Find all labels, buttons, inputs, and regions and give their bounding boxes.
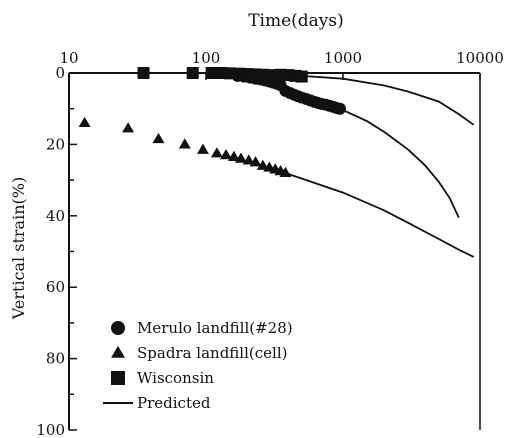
triangle-point xyxy=(220,148,233,160)
legend-label: Spadra landfill(cell) xyxy=(137,344,287,362)
predicted-line xyxy=(301,75,475,126)
x-tick-label: 10000 xyxy=(456,49,504,67)
triangle-point xyxy=(210,147,223,158)
triangle-point xyxy=(178,138,191,149)
x-tick-label: 100 xyxy=(192,49,221,67)
y-tick-label: 60 xyxy=(46,278,65,296)
triangle-point xyxy=(152,132,165,144)
x-tick-label: 10 xyxy=(59,49,78,67)
triangle-point xyxy=(227,150,240,161)
triangle-point xyxy=(196,143,209,154)
legend: Merulo landfill(#28) Spadra landfill(cell… xyxy=(103,319,293,412)
predicted-line xyxy=(285,172,475,258)
data-markers xyxy=(78,67,346,178)
triangle-point xyxy=(234,152,247,163)
legend-label: Predicted xyxy=(137,394,211,412)
circle-point xyxy=(333,102,346,115)
square-point xyxy=(295,70,308,83)
square-point xyxy=(249,68,262,81)
square-point xyxy=(224,67,237,80)
triangle-point xyxy=(249,156,262,167)
square-point xyxy=(265,69,278,82)
y-tick-label: 80 xyxy=(46,350,65,368)
axes xyxy=(68,72,481,430)
y-tick-label: 100 xyxy=(36,421,65,438)
legend-square-symbol xyxy=(111,371,125,385)
x-tick-label: 1000 xyxy=(324,49,362,67)
y-axis-label: Vertical strain(%) xyxy=(9,177,28,320)
ticks: 10 100 1000 10000 0 20 40 60 80 100 xyxy=(36,49,504,438)
predicted-line xyxy=(339,107,460,218)
y-tick-label: 20 xyxy=(46,135,65,153)
legend-triangle-symbol xyxy=(111,345,125,358)
legend-label: Merulo landfill(#28) xyxy=(137,319,293,337)
y-tick-label: 40 xyxy=(46,207,65,225)
triangle-point xyxy=(242,154,255,165)
square-point xyxy=(205,67,218,79)
predicted-lines xyxy=(285,75,475,258)
x-axis-label: Time(days) xyxy=(248,11,344,31)
legend-label: Wisconsin xyxy=(137,369,214,387)
y-tick-label: 0 xyxy=(55,64,65,82)
triangle-point xyxy=(279,166,292,178)
square-point xyxy=(137,67,150,79)
triangle-point xyxy=(256,159,269,170)
triangle-point xyxy=(78,116,91,128)
legend-circle-symbol xyxy=(111,321,125,335)
square-point xyxy=(186,67,199,79)
triangle-point xyxy=(122,122,135,133)
